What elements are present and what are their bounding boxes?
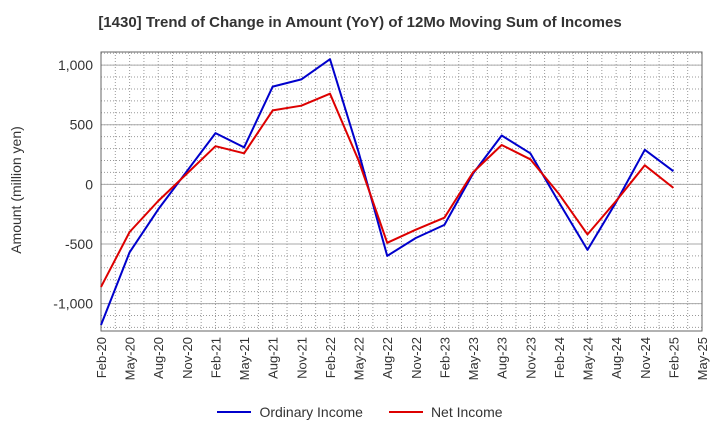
x-tick-label: Feb-24 <box>552 337 567 378</box>
x-tick-label: May-22 <box>352 337 367 380</box>
x-tick-label: Feb-20 <box>94 337 109 378</box>
legend-label-ordinary-income: Ordinary Income <box>259 404 363 420</box>
series-layer <box>100 58 675 326</box>
y-tick-label: -1,000 <box>53 296 93 312</box>
series-line-ordinary-income <box>100 58 674 326</box>
y-tick-label: 500 <box>70 117 94 133</box>
legend-item-ordinary-income: Ordinary Income <box>217 404 363 420</box>
axis-layer <box>100 51 703 332</box>
tick-label-layer: 1,000 500 0 -500 -1,000 Feb-20 May-20 Aug-20 Nov… <box>53 57 710 380</box>
x-tick-label: Aug-21 <box>266 337 281 379</box>
x-tick-label: Aug-22 <box>380 337 395 379</box>
y-tick-label: -500 <box>65 236 93 252</box>
x-tick-label: Nov-23 <box>523 337 538 379</box>
x-tick-label: Feb-23 <box>437 337 452 378</box>
x-tick-label: Feb-25 <box>666 337 681 378</box>
y-tick-label: 1,000 <box>58 57 93 73</box>
x-tick-label: Aug-23 <box>495 337 510 379</box>
x-tick-label: Nov-24 <box>638 337 653 379</box>
x-tick-label: Feb-21 <box>208 337 223 378</box>
x-tick-label: May-21 <box>237 337 252 380</box>
x-tick-label: Aug-20 <box>151 337 166 379</box>
line-chart: 1,000 500 0 -500 -1,000 Feb-20 May-20 Aug-20 Nov… <box>53 51 710 380</box>
x-tick-label: Feb-22 <box>323 337 338 378</box>
legend-swatch-net-income <box>388 411 423 413</box>
x-tick-label: Nov-22 <box>409 337 424 379</box>
series-line-net-income <box>100 92 675 288</box>
legend-swatch-ordinary-income <box>217 411 252 413</box>
chart-title: [1430] Trend of Change in Amount (YoY) o… <box>98 14 622 31</box>
x-tick-label: May-23 <box>466 337 481 380</box>
grid-layer <box>101 52 702 331</box>
x-tick-label: Aug-24 <box>609 337 624 379</box>
plot-frame <box>100 51 703 332</box>
legend-item-net-income: Net Income <box>388 404 503 420</box>
legend-label-net-income: Net Income <box>430 404 503 420</box>
y-tick-label: 0 <box>85 176 93 192</box>
x-tick-label: May-20 <box>123 337 138 380</box>
legend: Ordinary Income Net Income <box>0 404 720 420</box>
x-tick-label: Nov-21 <box>294 337 309 379</box>
x-tick-label: May-24 <box>581 337 596 380</box>
x-tick-label: Nov-20 <box>180 337 195 379</box>
x-tick-label: May-25 <box>695 337 710 380</box>
